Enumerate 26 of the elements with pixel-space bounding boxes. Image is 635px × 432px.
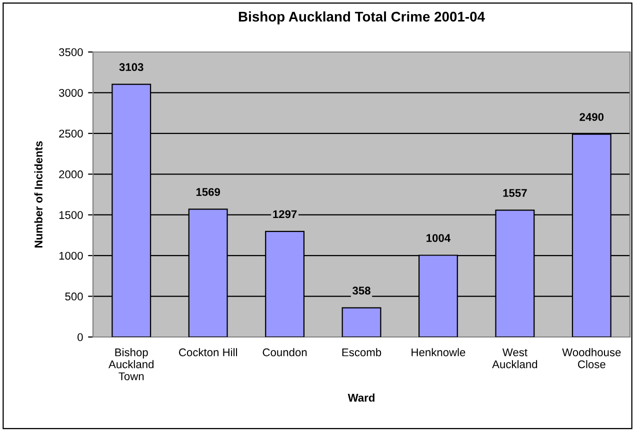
data-label: 1297	[273, 210, 297, 218]
data-label: 2490	[580, 113, 604, 121]
x-tick-label: Cockton Hill	[179, 348, 237, 356]
y-tick-label: 3000	[58, 88, 83, 97]
data-label: 3103	[119, 63, 144, 72]
bar	[342, 307, 382, 337]
data-label: 1004	[426, 234, 451, 242]
x-tick-label: West Auckland	[492, 348, 538, 368]
data-label: 1569	[196, 188, 220, 196]
y-tick-label: 0	[78, 333, 83, 342]
x-axis-title: Ward	[348, 394, 374, 402]
y-tick-label: 500	[65, 292, 83, 300]
x-tick-label: Bishop Auckland Town	[108, 348, 154, 380]
y-axis-title: Number of Incidents	[34, 141, 42, 248]
data-label: 358	[352, 286, 370, 295]
x-tick-label: Henknowle	[412, 348, 466, 356]
x-tick-label: Escomb	[342, 348, 382, 356]
y-tick-label: 2500	[59, 130, 83, 138]
y-tick-label: 1000	[59, 252, 83, 260]
y-tick-label: 2000	[59, 170, 83, 178]
y-tick-label: 1500	[59, 211, 83, 219]
chart-title: Bishop Auckland Total Crime 2001-04	[238, 11, 485, 24]
x-tick-label: Woodhouse Close	[562, 348, 621, 368]
x-tick-label: Coundon	[262, 348, 307, 356]
data-label: 1557	[503, 189, 527, 197]
y-tick-label: 3500	[58, 48, 83, 56]
